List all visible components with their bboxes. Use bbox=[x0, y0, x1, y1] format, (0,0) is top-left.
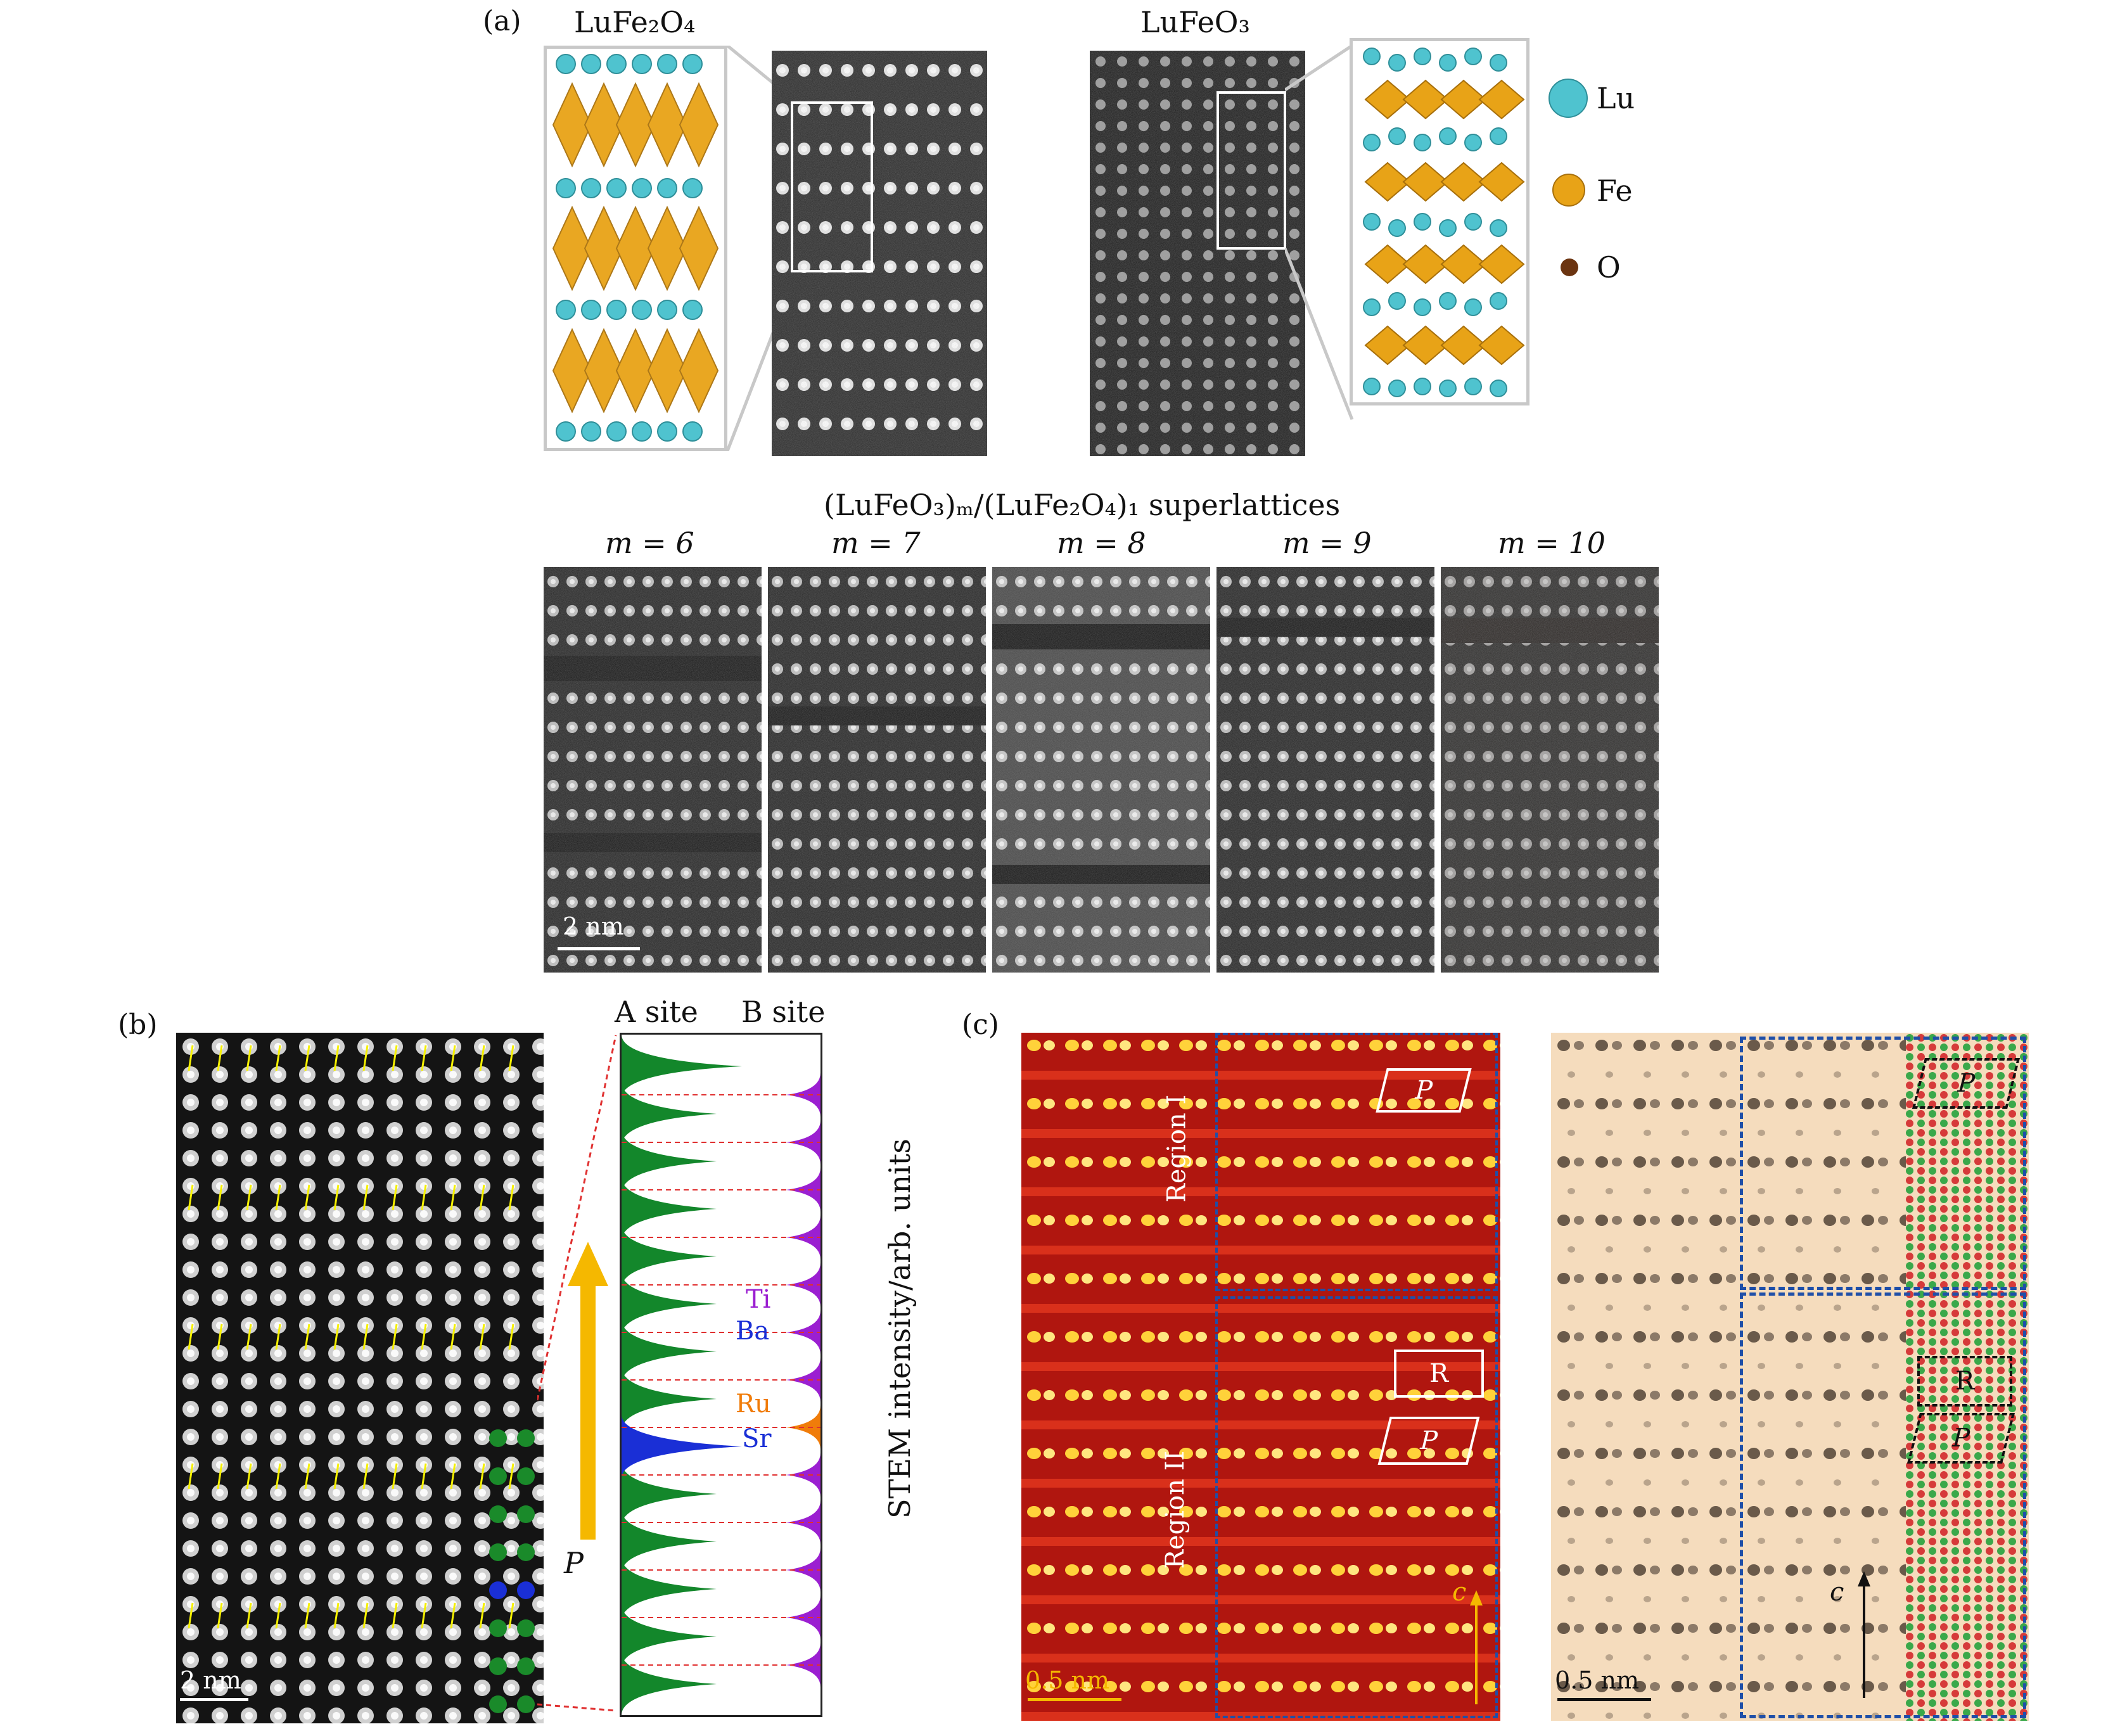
scale-bar-c-right bbox=[1557, 1698, 1651, 1701]
box-r-right: R bbox=[1917, 1356, 2012, 1407]
polarization-arrow-icon bbox=[568, 1242, 608, 1540]
c-axis-arrow-right bbox=[1858, 1571, 1870, 1698]
box-r: R bbox=[1394, 1350, 1484, 1398]
lufeo3-title: LuFeO₃ bbox=[1140, 5, 1250, 39]
legend-fe-label: Fe bbox=[1597, 174, 1633, 208]
superlattice-m8-image bbox=[992, 567, 1210, 973]
fe-atom-icon bbox=[1552, 174, 1585, 207]
element-ba: Ba bbox=[736, 1317, 770, 1346]
lufe2o4-title: LuFe₂O₄ bbox=[574, 5, 696, 39]
element-ti: Ti bbox=[746, 1285, 771, 1314]
panel-a-label: (a) bbox=[483, 5, 521, 37]
box-p-bottom: P bbox=[1377, 1417, 1480, 1465]
lufe2o4-zoom-box bbox=[791, 101, 873, 272]
lufeo3-stem-image bbox=[1090, 51, 1305, 456]
region-2-label: Region II bbox=[1161, 1450, 1191, 1569]
box-p-bottom-right: P bbox=[1907, 1413, 2015, 1464]
lufeo3-structure-model bbox=[1350, 38, 1529, 405]
element-ru: Ru bbox=[736, 1389, 771, 1419]
superlattice-title: (LuFeO₃)ₘ/(LuFe₂O₄)₁ superlattices bbox=[824, 488, 1341, 522]
m-label-10: m = 10 bbox=[1498, 526, 1606, 560]
superlattice-m10-image bbox=[1441, 567, 1659, 973]
scale-bar-b bbox=[180, 1698, 248, 1701]
c-axis-label-right: c bbox=[1830, 1578, 1844, 1607]
panel-b-stem-image: 2 nm bbox=[176, 1033, 544, 1723]
panel-b-label: (b) bbox=[118, 1009, 158, 1041]
scale-bar-c-right-label: 0.5 nm bbox=[1555, 1666, 1640, 1694]
scale-bar-c-left bbox=[1028, 1698, 1121, 1701]
polarization-label: P bbox=[564, 1546, 584, 1580]
scale-bar-a-label: 2 nm bbox=[563, 912, 624, 940]
c-axis-label-left: c bbox=[1452, 1578, 1467, 1607]
box-p-top: P bbox=[1376, 1068, 1472, 1113]
polarization-arrow-field bbox=[188, 1045, 514, 1629]
m-label-8: m = 8 bbox=[1057, 526, 1146, 560]
scale-bar-c-left-label: 0.5 nm bbox=[1025, 1666, 1110, 1694]
panel-c-haadf-image: Region I Region II P R P c 0.5 nm bbox=[1021, 1033, 1500, 1721]
superlattice-m9-image bbox=[1216, 567, 1434, 973]
region-1-box-right bbox=[1740, 1037, 2026, 1290]
legend-o-label: O bbox=[1597, 250, 1621, 284]
intensity-profile: Ti Ba Ru Sr bbox=[620, 1033, 822, 1717]
region-1-label: Region I bbox=[1162, 1094, 1192, 1203]
a-site-label: A site bbox=[615, 995, 698, 1029]
panel-c-label: (c) bbox=[962, 1009, 999, 1041]
box-p-top-right: P bbox=[1912, 1058, 2020, 1109]
scale-bar-a bbox=[558, 947, 640, 950]
lufe2o4-stem-image bbox=[772, 51, 987, 456]
intensity-axis-label: STEM intensity/arb. units bbox=[883, 1139, 917, 1519]
legend-lu-label: Lu bbox=[1597, 81, 1635, 115]
panel-c-abf-image: P R P c 0.5 nm bbox=[1551, 1033, 2029, 1721]
element-sr: Sr bbox=[742, 1424, 772, 1453]
scale-bar-b-label: 2 nm bbox=[180, 1666, 241, 1694]
lufe2o4-structure-model bbox=[544, 46, 727, 451]
m-label-7: m = 7 bbox=[831, 526, 921, 560]
b-site-label: B site bbox=[741, 995, 826, 1029]
region-1-box bbox=[1215, 1033, 1498, 1291]
lufeo3-zoom-box bbox=[1216, 91, 1286, 250]
superlattice-m7-image bbox=[768, 567, 986, 973]
m-label-6: m = 6 bbox=[605, 526, 694, 560]
m-label-9: m = 9 bbox=[1282, 526, 1372, 560]
zoom-lines-right bbox=[1285, 46, 1354, 420]
o-atom-icon bbox=[1561, 258, 1578, 276]
superlattice-m6-image: 2 nm bbox=[544, 567, 762, 973]
lu-atom-icon bbox=[1548, 79, 1588, 118]
c-axis-arrow-left bbox=[1470, 1590, 1483, 1704]
